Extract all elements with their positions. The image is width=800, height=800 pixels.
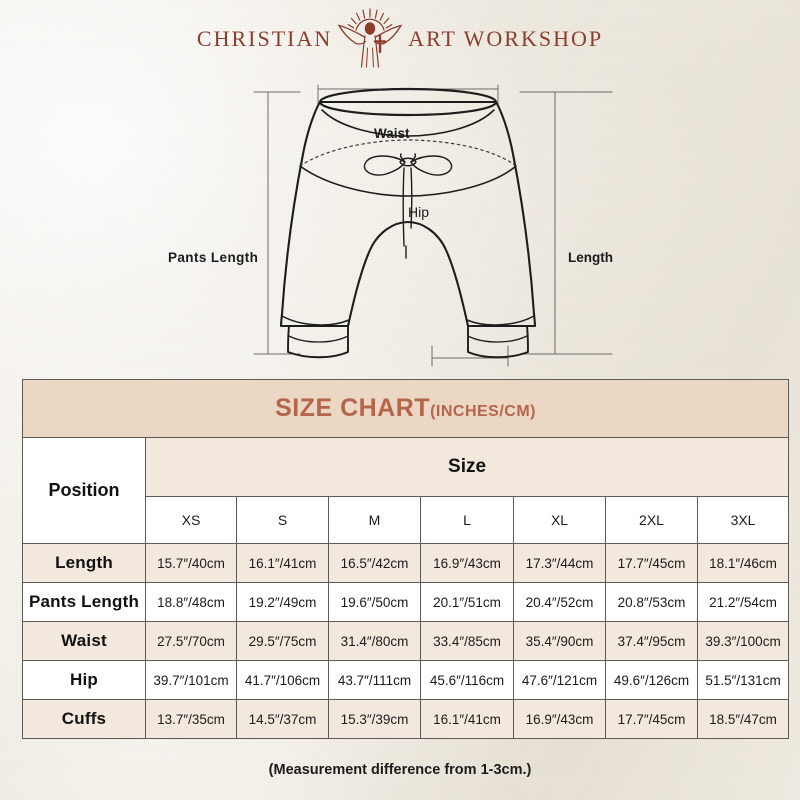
diagram-label-hip: Hip [408, 204, 430, 220]
size-chart-table: SIZE CHART(INCHES/CM) Position Size XS S M… [21, 379, 790, 739]
measurement-cell: 33.4″/85cm [420, 621, 514, 661]
chart-title-units: (INCHES/CM) [430, 403, 536, 420]
measurement-cell: 18.8″/48cm [145, 582, 237, 622]
measurement-row-label: Length [22, 543, 146, 583]
size-column-header: 2XL [605, 496, 698, 544]
measurement-row-label: Waist [22, 621, 146, 661]
chart-title: SIZE CHART(INCHES/CM) [21, 379, 790, 438]
position-header: Position [22, 437, 146, 544]
measurement-cell: 15.7″/40cm [145, 543, 237, 583]
measurement-cell: 41.7″/106cm [236, 660, 329, 700]
measurement-cell: 16.9″/43cm [513, 699, 606, 739]
size-column-header: XS [145, 496, 237, 544]
measurement-row-label: Pants Length [22, 582, 146, 622]
chart-title-main: SIZE CHART [275, 394, 431, 422]
measurement-cell: 16.1″/41cm [420, 699, 514, 739]
size-column-header: S [236, 496, 329, 544]
table-header-row-2: XS S M L XL 2XL 3XL [23, 496, 790, 544]
measurement-cell: 51.5″/131cm [696, 660, 790, 700]
size-column-header: M [328, 496, 421, 544]
table-row: Hip 39.7″/101cm 41.7″/106cm 43.7″/111cm 45.6… [22, 660, 790, 700]
measurement-cell: 16.9″/43cm [420, 543, 514, 583]
measurement-cell: 19.6″/50cm [328, 582, 421, 622]
size-column-header: XL [513, 496, 606, 544]
brand-word-left: CHRISTIAN [196, 26, 333, 51]
shorts-drawing [253, 84, 613, 367]
measurement-cell: 27.5″/70cm [145, 621, 237, 661]
measurement-cell: 35.4″/90cm [513, 621, 606, 661]
size-column-header: 3XL [696, 496, 790, 544]
measurement-cell: 15.3″/39cm [328, 699, 421, 739]
risen-christ-cross-icon [337, 8, 403, 68]
measurement-cell: 20.8″/53cm [605, 582, 698, 622]
measurement-cell: 17.7″/45cm [605, 543, 698, 583]
measurement-cell: 43.7″/111cm [328, 660, 421, 700]
measurement-cell: 39.7″/101cm [145, 660, 237, 700]
table-header-row-1: Position Size [22, 437, 790, 544]
table-row: Length 15.7″/40cm 16.1″/41cm 16.5″/42cm 16.9… [22, 543, 790, 583]
measurement-cell: 20.1″/51cm [420, 582, 514, 622]
table-row: Waist 27.5″/70cm 29.5″/75cm 31.4″/80cm 33.4″… [22, 621, 790, 661]
measurement-cell: 45.6″/116cm [420, 660, 514, 700]
measurement-cell: 29.5″/75cm [236, 621, 329, 661]
measurement-cell: 14.5″/37cm [236, 699, 329, 739]
diagram-label-waist: Waist [374, 126, 410, 141]
table-title-row: SIZE CHART(INCHES/CM) [21, 379, 790, 438]
measurement-disclaimer: (Measurement difference from 1-3cm.) [268, 762, 532, 778]
brand-header: CHRISTIAN [0, 8, 800, 70]
measurement-cell: 17.3″/44cm [513, 543, 606, 583]
measurement-cell: 20.4″/52cm [513, 582, 606, 622]
measurement-row-label: Hip [22, 660, 146, 700]
diagram-label-length: Length [568, 250, 613, 265]
measurement-cell: 18.5″/47cm [696, 699, 790, 739]
measurement-cell: 16.5″/42cm [328, 543, 421, 583]
size-column-header: L [420, 496, 514, 544]
measurement-cell: 39.3″/100cm [696, 621, 790, 661]
measurement-cell: 49.6″/126cm [605, 660, 698, 700]
measurement-cell: 31.4″/80cm [328, 621, 421, 661]
brand-word-right: ART WORKSHOP [408, 26, 604, 51]
measurement-cell: 19.2″/49cm [236, 582, 329, 622]
shorts-measurement-diagram: Waist Hip Pants Length Length Cuffs [0, 58, 800, 429]
measurement-cell: 18.1″/46cm [696, 543, 790, 583]
measurement-cell: 17.7″/45cm [605, 699, 698, 739]
measurement-cell: 21.2″/54cm [696, 582, 790, 622]
table-row: Cuffs 13.7″/35cm 14.5″/37cm 15.3″/39cm 16.1″… [22, 699, 790, 739]
measurement-row-label: Cuffs [22, 699, 146, 739]
measurement-cell: 16.1″/41cm [236, 543, 329, 583]
measurement-cell: 13.7″/35cm [145, 699, 237, 739]
size-header: Size [144, 437, 790, 497]
measurement-cell: 37.4″/95cm [605, 621, 698, 661]
table-row: Pants Length 18.8″/48cm 19.2″/49cm 19.6″/50… [22, 582, 790, 622]
diagram-label-pants-length: Pants Length [168, 250, 259, 265]
measurement-cell: 47.6″/121cm [513, 660, 606, 700]
